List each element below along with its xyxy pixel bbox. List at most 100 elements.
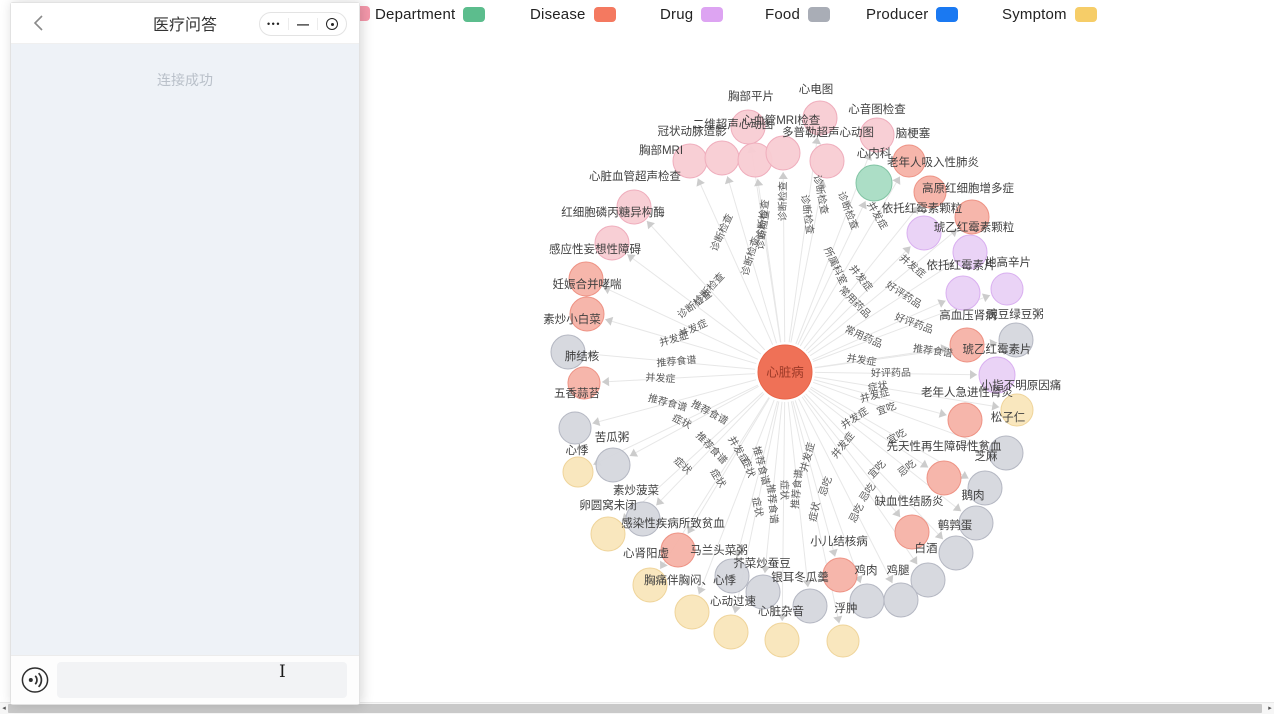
graph-node-food[interactable] bbox=[550, 334, 586, 370]
graph-edge bbox=[764, 401, 783, 574]
graph-edge bbox=[726, 176, 778, 344]
edge-arrow-icon bbox=[945, 262, 955, 271]
graph-node-label: 鸡腿 bbox=[887, 563, 910, 577]
legend-item-food[interactable]: Food bbox=[765, 4, 830, 24]
graph-node-check[interactable] bbox=[594, 225, 630, 261]
graph-edge bbox=[797, 200, 866, 346]
back-chevron-icon[interactable] bbox=[29, 12, 51, 34]
graph-node-department[interactable] bbox=[855, 164, 893, 202]
legend-item-drug[interactable]: Drug bbox=[660, 4, 724, 24]
graph-node-check[interactable] bbox=[802, 100, 838, 136]
legend-item-disease[interactable]: Disease bbox=[530, 4, 616, 24]
graph-node-check[interactable] bbox=[704, 140, 740, 176]
graph-node-symptom[interactable] bbox=[826, 624, 860, 658]
graph-node-disease[interactable] bbox=[892, 144, 926, 178]
graph-node-food[interactable] bbox=[883, 582, 919, 618]
edge-relation-label: 忌吃 bbox=[846, 501, 867, 525]
graph-node-symptom[interactable] bbox=[590, 516, 626, 552]
graph-node-label: 素炒小白菜 bbox=[543, 312, 601, 326]
graph-node-disease[interactable] bbox=[926, 460, 962, 496]
graph-node-symptom[interactable] bbox=[632, 567, 668, 603]
graph-node-disease[interactable] bbox=[949, 327, 985, 363]
edge-relation-label: 诊断检查 bbox=[798, 194, 816, 235]
graph-node-disease[interactable] bbox=[660, 532, 696, 568]
legend-swatch bbox=[808, 6, 830, 22]
graph-node-food[interactable] bbox=[625, 501, 661, 537]
graph-node-symptom[interactable] bbox=[1000, 393, 1034, 427]
graph-node-check[interactable] bbox=[859, 117, 895, 153]
graph-node-food[interactable] bbox=[745, 574, 781, 610]
graph-node-symptom[interactable] bbox=[713, 614, 749, 650]
capsule-minimize-button[interactable]: — bbox=[289, 13, 317, 35]
graph-node-disease[interactable] bbox=[569, 296, 605, 332]
graph-node-drug[interactable] bbox=[978, 356, 1016, 394]
graph-edge bbox=[814, 347, 949, 369]
graph-node-disease[interactable] bbox=[567, 366, 601, 400]
graph-edge bbox=[798, 398, 893, 584]
graph-node-food[interactable] bbox=[558, 411, 592, 445]
graph-node-food[interactable] bbox=[998, 322, 1034, 358]
graph-node-label: 红细胞磷丙糖异构酶 bbox=[561, 205, 665, 219]
graph-node-label: 卵圆窝未闭 bbox=[579, 498, 637, 512]
edge-relation-label: 忌吃 bbox=[816, 475, 835, 498]
graph-node-label: 小指不明原因痛 bbox=[981, 378, 1062, 392]
graph-node-food[interactable] bbox=[938, 535, 974, 571]
legend-item-department[interactable]: Department bbox=[375, 4, 486, 24]
edge-relation-label: 并发症 bbox=[846, 351, 878, 368]
graph-node-drug[interactable] bbox=[990, 272, 1024, 306]
graph-node-label: 依托红霉素颗粒 bbox=[882, 201, 963, 215]
chat-panel: 医疗问答 ••• — 连接成功 bbox=[10, 2, 360, 705]
graph-node-food[interactable] bbox=[595, 447, 631, 483]
graph-edge bbox=[781, 401, 786, 622]
graph-node-disease[interactable] bbox=[954, 199, 990, 235]
edge-arrow-icon bbox=[731, 605, 741, 614]
voice-input-button[interactable] bbox=[19, 664, 51, 696]
graph-node-check[interactable] bbox=[765, 135, 801, 171]
graph-node-symptom[interactable] bbox=[764, 622, 800, 658]
graph-node-disease[interactable] bbox=[894, 514, 930, 550]
graph-node-check[interactable] bbox=[809, 143, 845, 179]
graph-node-label: 琥乙红霉素颗粒 bbox=[934, 220, 1015, 234]
graph-node-symptom[interactable] bbox=[674, 594, 710, 630]
scroll-left-arrow-icon[interactable]: ◂ bbox=[2, 705, 6, 712]
graph-node-symptom[interactable] bbox=[562, 456, 594, 488]
graph-node-food[interactable] bbox=[988, 435, 1024, 471]
legend-item-symptom[interactable]: Symptom bbox=[1002, 4, 1097, 24]
edge-arrow-icon bbox=[627, 254, 636, 263]
horizontal-scrollbar[interactable]: ◂ ▸ bbox=[0, 702, 1274, 714]
graph-node-food[interactable] bbox=[714, 558, 750, 594]
graph-node-label: 冠状动脉造影 bbox=[658, 124, 727, 138]
graph-edge bbox=[601, 373, 756, 383]
graph-node-check[interactable] bbox=[730, 109, 766, 145]
scroll-right-arrow-icon[interactable]: ▸ bbox=[1268, 705, 1272, 712]
graph-node-food[interactable] bbox=[967, 470, 1003, 506]
graph-edge bbox=[794, 400, 862, 584]
edge-arrow-icon bbox=[817, 179, 827, 188]
graph-edge bbox=[626, 253, 762, 355]
graph-node-drug[interactable] bbox=[945, 275, 981, 311]
graph-edge bbox=[790, 179, 824, 343]
scrollbar-thumb[interactable] bbox=[8, 704, 1262, 713]
graph-node-disease[interactable] bbox=[822, 557, 858, 593]
capsule-more-button[interactable]: ••• bbox=[260, 13, 288, 35]
edge-arrow-icon bbox=[853, 574, 863, 584]
graph-node-check[interactable] bbox=[616, 189, 652, 225]
graph-node-drug[interactable] bbox=[906, 215, 942, 251]
graph-center-node[interactable] bbox=[757, 344, 813, 400]
legend-item-producer[interactable]: Producer bbox=[866, 4, 959, 24]
graph-node-food[interactable] bbox=[958, 505, 994, 541]
edge-arrow-icon bbox=[980, 439, 989, 449]
graph-node-food[interactable] bbox=[792, 588, 828, 624]
edge-relation-label: 症状 bbox=[867, 378, 889, 394]
graph-node-drug[interactable] bbox=[952, 234, 988, 270]
graph-node-food[interactable] bbox=[910, 562, 946, 598]
graph-node-disease[interactable] bbox=[913, 175, 947, 209]
message-input[interactable] bbox=[57, 662, 347, 698]
graph-node-disease[interactable] bbox=[568, 261, 604, 297]
graph-node-disease[interactable] bbox=[947, 402, 983, 438]
edge-arrow-icon bbox=[586, 349, 595, 359]
capsule-divider bbox=[288, 18, 289, 30]
capsule-close-button[interactable] bbox=[318, 13, 346, 35]
